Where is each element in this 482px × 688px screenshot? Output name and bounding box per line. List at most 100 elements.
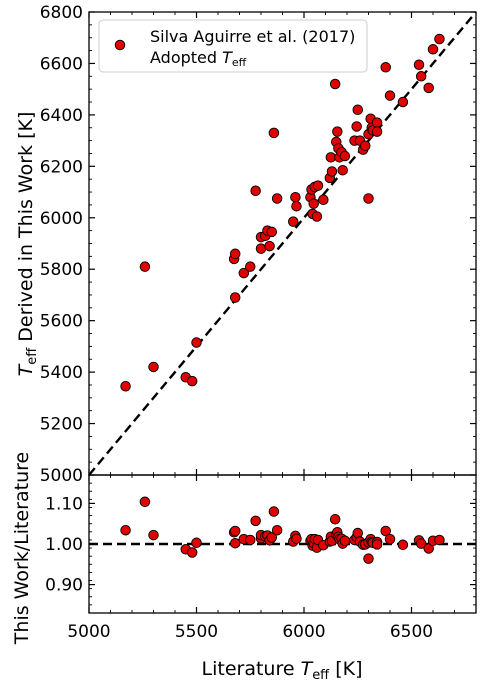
bottom-y-tick-label: 0.90 xyxy=(45,576,83,596)
top-data-point xyxy=(255,243,267,254)
x-tick-label: 5500 xyxy=(175,622,218,642)
top-data-point xyxy=(318,194,329,206)
top-y-label-sub: eff xyxy=(25,347,40,365)
x-label-prefix: Literature xyxy=(202,658,301,680)
x-label-sub: eff xyxy=(312,668,330,683)
bottom-y-tick-label: 1.10 xyxy=(45,494,83,514)
bottom-data-point xyxy=(244,534,256,546)
bottom-data-point xyxy=(148,529,159,541)
bottom-data-point xyxy=(415,538,427,549)
legend-marker xyxy=(114,39,126,51)
bottom-data-point xyxy=(291,533,302,544)
bottom-data-point xyxy=(250,515,261,527)
top-data-point xyxy=(229,248,241,260)
bottom-scatter-points xyxy=(120,496,445,564)
top-data-point xyxy=(415,71,427,82)
axis-tick-labels: 5000 5200 5400 5600 5800 6000 6200 6400 6600 6800… xyxy=(40,3,433,642)
bottom-data-point xyxy=(120,524,131,536)
top-data-point xyxy=(312,180,324,191)
x-label-symbol: T xyxy=(301,658,314,680)
bottom-data-point xyxy=(352,527,364,539)
top-y-tick-label: 5200 xyxy=(40,415,83,435)
bottom-data-point xyxy=(384,533,396,545)
top-data-point xyxy=(360,140,371,152)
bottom-data-point xyxy=(186,547,198,558)
bottom-data-point xyxy=(229,525,241,537)
top-data-point xyxy=(308,198,319,209)
top-y-tick-label: 6200 xyxy=(40,157,83,177)
top-y-tick-label: 6800 xyxy=(40,3,83,23)
top-scatter-points xyxy=(120,33,445,392)
bottom-data-point xyxy=(434,534,445,546)
top-y-tick-label: 6600 xyxy=(40,54,83,74)
top-data-point xyxy=(413,59,425,70)
top-data-point xyxy=(351,121,362,132)
top-data-point xyxy=(380,62,391,73)
bottom-data-point xyxy=(380,525,391,537)
top-data-point xyxy=(271,193,283,204)
bottom-data-point xyxy=(266,532,278,543)
top-data-point xyxy=(250,185,261,197)
legend-label-prefix: Adopted xyxy=(150,48,222,67)
x-axis-label: Literature Teff [K] xyxy=(202,658,363,683)
top-data-point xyxy=(384,90,396,101)
top-data-point xyxy=(186,375,198,387)
bottom-data-point xyxy=(329,513,341,525)
bottom-data-point xyxy=(191,537,202,549)
bottom-data-point xyxy=(268,506,280,517)
top-data-point xyxy=(229,292,241,303)
legend-label-line1: Silva Aguirre et al. (2017) xyxy=(150,27,355,46)
top-data-point xyxy=(352,104,364,115)
legend-label-symbol: T xyxy=(222,48,233,67)
top-data-point xyxy=(264,240,275,252)
top-y-tick-label: 6400 xyxy=(40,106,83,126)
top-data-point xyxy=(238,267,250,279)
one-to-one-line xyxy=(88,11,477,476)
x-tick-label: 5000 xyxy=(67,622,110,642)
bottom-data-point xyxy=(229,537,241,549)
x-tick-label: 6500 xyxy=(390,622,433,642)
top-data-point xyxy=(120,381,131,392)
top-y-tick-label: 5000 xyxy=(40,466,83,486)
top-y-axis-label: Teff Derived in This Work [K] xyxy=(15,112,40,377)
x-tick-label: 6000 xyxy=(282,622,325,642)
top-data-point xyxy=(329,78,341,90)
top-y-label-symbol: T xyxy=(15,363,37,376)
top-y-tick-label: 5800 xyxy=(40,260,83,280)
legend-label-sub: eff xyxy=(232,56,247,69)
top-data-point xyxy=(339,150,351,162)
bottom-data-point xyxy=(139,496,151,508)
bottom-data-point xyxy=(363,553,374,564)
top-data-point xyxy=(423,82,434,94)
top-data-point xyxy=(371,117,383,128)
top-data-point xyxy=(397,96,409,108)
bottom-data-point xyxy=(339,535,351,547)
top-data-point xyxy=(332,126,343,137)
top-y-label-rest: Derived in This Work [K] xyxy=(15,112,37,348)
bottom-y-axis-label: This Work/Literature xyxy=(11,452,33,645)
top-data-point xyxy=(191,337,202,348)
top-data-point xyxy=(291,200,302,212)
bottom-data-point xyxy=(397,539,409,551)
top-data-point xyxy=(326,166,338,177)
top-y-tick-label: 6000 xyxy=(40,209,83,229)
bottom-data-point xyxy=(271,524,283,536)
top-data-point xyxy=(290,191,301,203)
top-data-point xyxy=(371,126,383,137)
legend-label-line2: Adopted Teff xyxy=(150,48,247,69)
top-data-point xyxy=(337,164,348,176)
top-data-point xyxy=(148,361,159,373)
legend: Silva Aguirre et al. (2017) Adopted Teff xyxy=(98,19,368,73)
axis-ticks xyxy=(88,11,477,613)
bottom-y-tick-label: 1.00 xyxy=(45,535,83,555)
top-y-tick-label: 5600 xyxy=(40,312,83,332)
top-data-point xyxy=(311,211,323,222)
top-data-point xyxy=(288,216,299,227)
top-y-tick-label: 5400 xyxy=(40,363,83,383)
top-data-point xyxy=(268,127,280,139)
top-data-point xyxy=(139,261,151,272)
legend-box xyxy=(98,19,368,73)
top-data-point xyxy=(244,261,256,272)
top-data-point xyxy=(427,44,439,55)
